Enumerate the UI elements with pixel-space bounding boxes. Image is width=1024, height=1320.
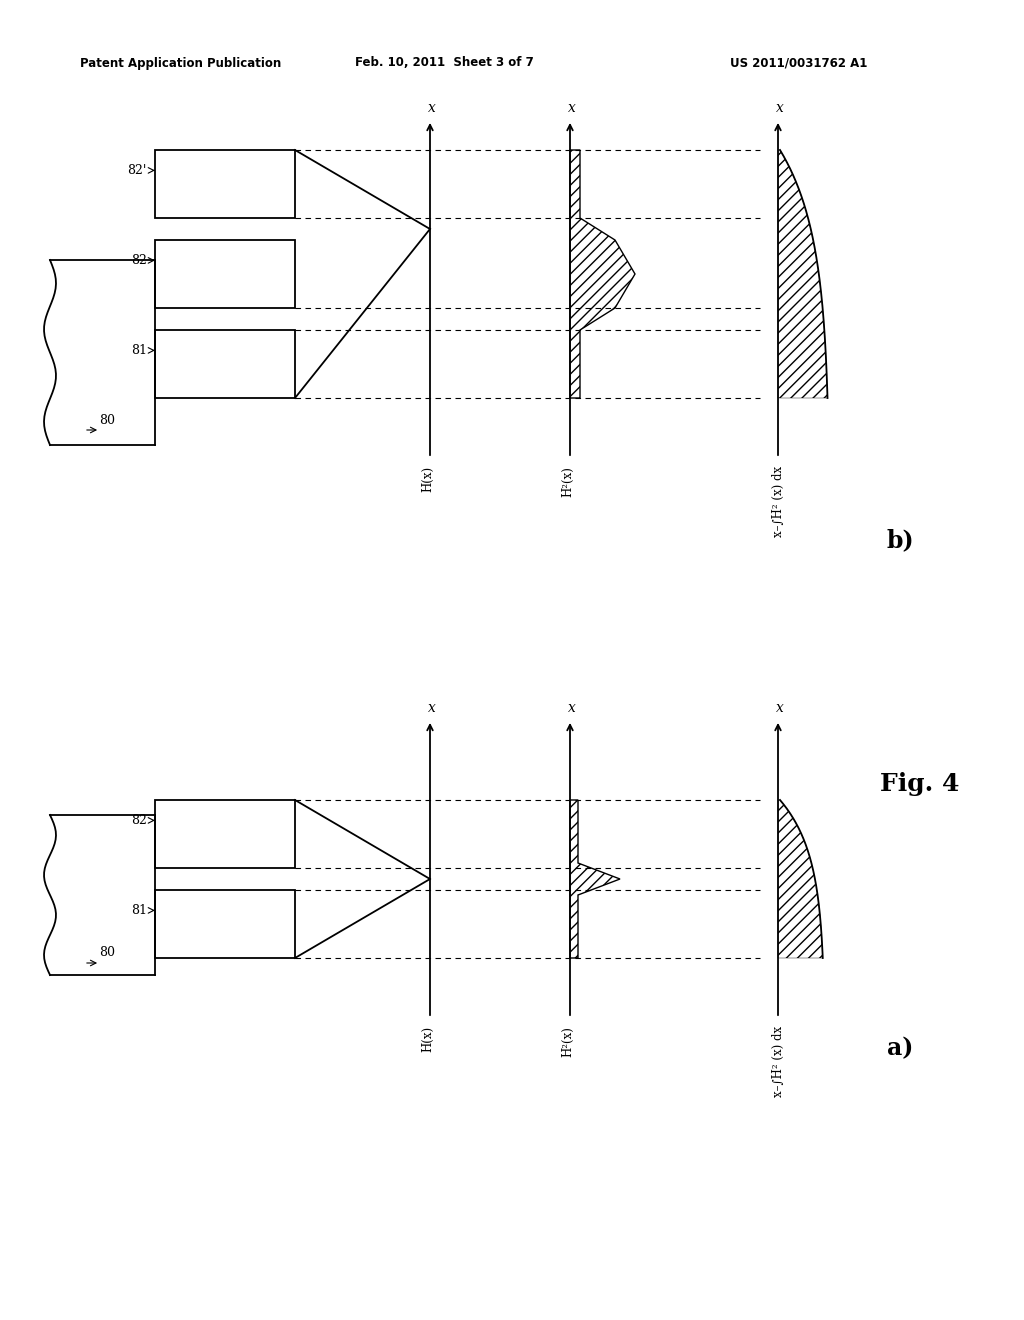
Polygon shape bbox=[570, 800, 620, 958]
Polygon shape bbox=[570, 150, 635, 399]
Text: a): a) bbox=[887, 1036, 913, 1060]
Text: 81: 81 bbox=[131, 904, 147, 917]
Text: 81: 81 bbox=[131, 345, 147, 356]
Text: US 2011/0031762 A1: US 2011/0031762 A1 bbox=[730, 57, 867, 70]
Text: x: x bbox=[568, 701, 575, 715]
Text: x: x bbox=[428, 102, 436, 115]
Text: H(x): H(x) bbox=[422, 466, 434, 492]
Text: b): b) bbox=[886, 528, 913, 552]
Text: x–∫H² (x) dx: x–∫H² (x) dx bbox=[771, 1026, 784, 1097]
Text: H²(x): H²(x) bbox=[561, 466, 574, 496]
Text: x–∫H² (x) dx: x–∫H² (x) dx bbox=[771, 466, 784, 537]
Text: 80: 80 bbox=[99, 413, 115, 426]
Text: 82': 82' bbox=[128, 164, 147, 177]
Text: 80: 80 bbox=[99, 946, 115, 960]
Text: x: x bbox=[428, 701, 436, 715]
Text: x: x bbox=[776, 701, 784, 715]
Text: 82: 82 bbox=[131, 253, 147, 267]
Text: 82: 82 bbox=[131, 814, 147, 826]
Text: H²(x): H²(x) bbox=[561, 1026, 574, 1057]
Text: H(x): H(x) bbox=[422, 1026, 434, 1052]
Text: Feb. 10, 2011  Sheet 3 of 7: Feb. 10, 2011 Sheet 3 of 7 bbox=[355, 57, 534, 70]
Text: x: x bbox=[776, 102, 784, 115]
Text: x: x bbox=[568, 102, 575, 115]
Text: Fig. 4: Fig. 4 bbox=[881, 772, 959, 796]
Text: Patent Application Publication: Patent Application Publication bbox=[80, 57, 282, 70]
